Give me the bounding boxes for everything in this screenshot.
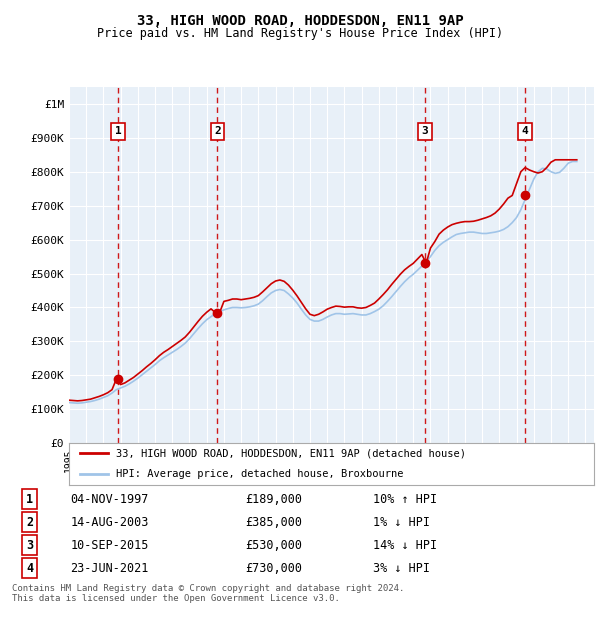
- Text: Contains HM Land Registry data © Crown copyright and database right 2024.
This d: Contains HM Land Registry data © Crown c…: [12, 584, 404, 603]
- Text: 10% ↑ HPI: 10% ↑ HPI: [373, 493, 437, 506]
- Text: 3: 3: [26, 539, 33, 552]
- Text: £385,000: £385,000: [245, 516, 302, 529]
- Text: HPI: Average price, detached house, Broxbourne: HPI: Average price, detached house, Brox…: [116, 469, 404, 479]
- Text: 1: 1: [26, 493, 33, 506]
- Text: 1: 1: [115, 126, 121, 136]
- Text: 14-AUG-2003: 14-AUG-2003: [70, 516, 149, 529]
- Text: 3% ↓ HPI: 3% ↓ HPI: [373, 562, 430, 575]
- Text: £189,000: £189,000: [245, 493, 302, 506]
- Text: 4: 4: [26, 562, 33, 575]
- Text: 10-SEP-2015: 10-SEP-2015: [70, 539, 149, 552]
- Text: 04-NOV-1997: 04-NOV-1997: [70, 493, 149, 506]
- Text: 3: 3: [422, 126, 428, 136]
- Text: Price paid vs. HM Land Registry's House Price Index (HPI): Price paid vs. HM Land Registry's House …: [97, 27, 503, 40]
- Text: 33, HIGH WOOD ROAD, HODDESDON, EN11 9AP: 33, HIGH WOOD ROAD, HODDESDON, EN11 9AP: [137, 14, 463, 28]
- Text: 33, HIGH WOOD ROAD, HODDESDON, EN11 9AP (detached house): 33, HIGH WOOD ROAD, HODDESDON, EN11 9AP …: [116, 448, 466, 458]
- Text: £730,000: £730,000: [245, 562, 302, 575]
- Text: 2: 2: [26, 516, 33, 529]
- Text: 23-JUN-2021: 23-JUN-2021: [70, 562, 149, 575]
- Text: 1% ↓ HPI: 1% ↓ HPI: [373, 516, 430, 529]
- Text: 2: 2: [214, 126, 221, 136]
- Text: 14% ↓ HPI: 14% ↓ HPI: [373, 539, 437, 552]
- Text: £530,000: £530,000: [245, 539, 302, 552]
- Text: 4: 4: [521, 126, 528, 136]
